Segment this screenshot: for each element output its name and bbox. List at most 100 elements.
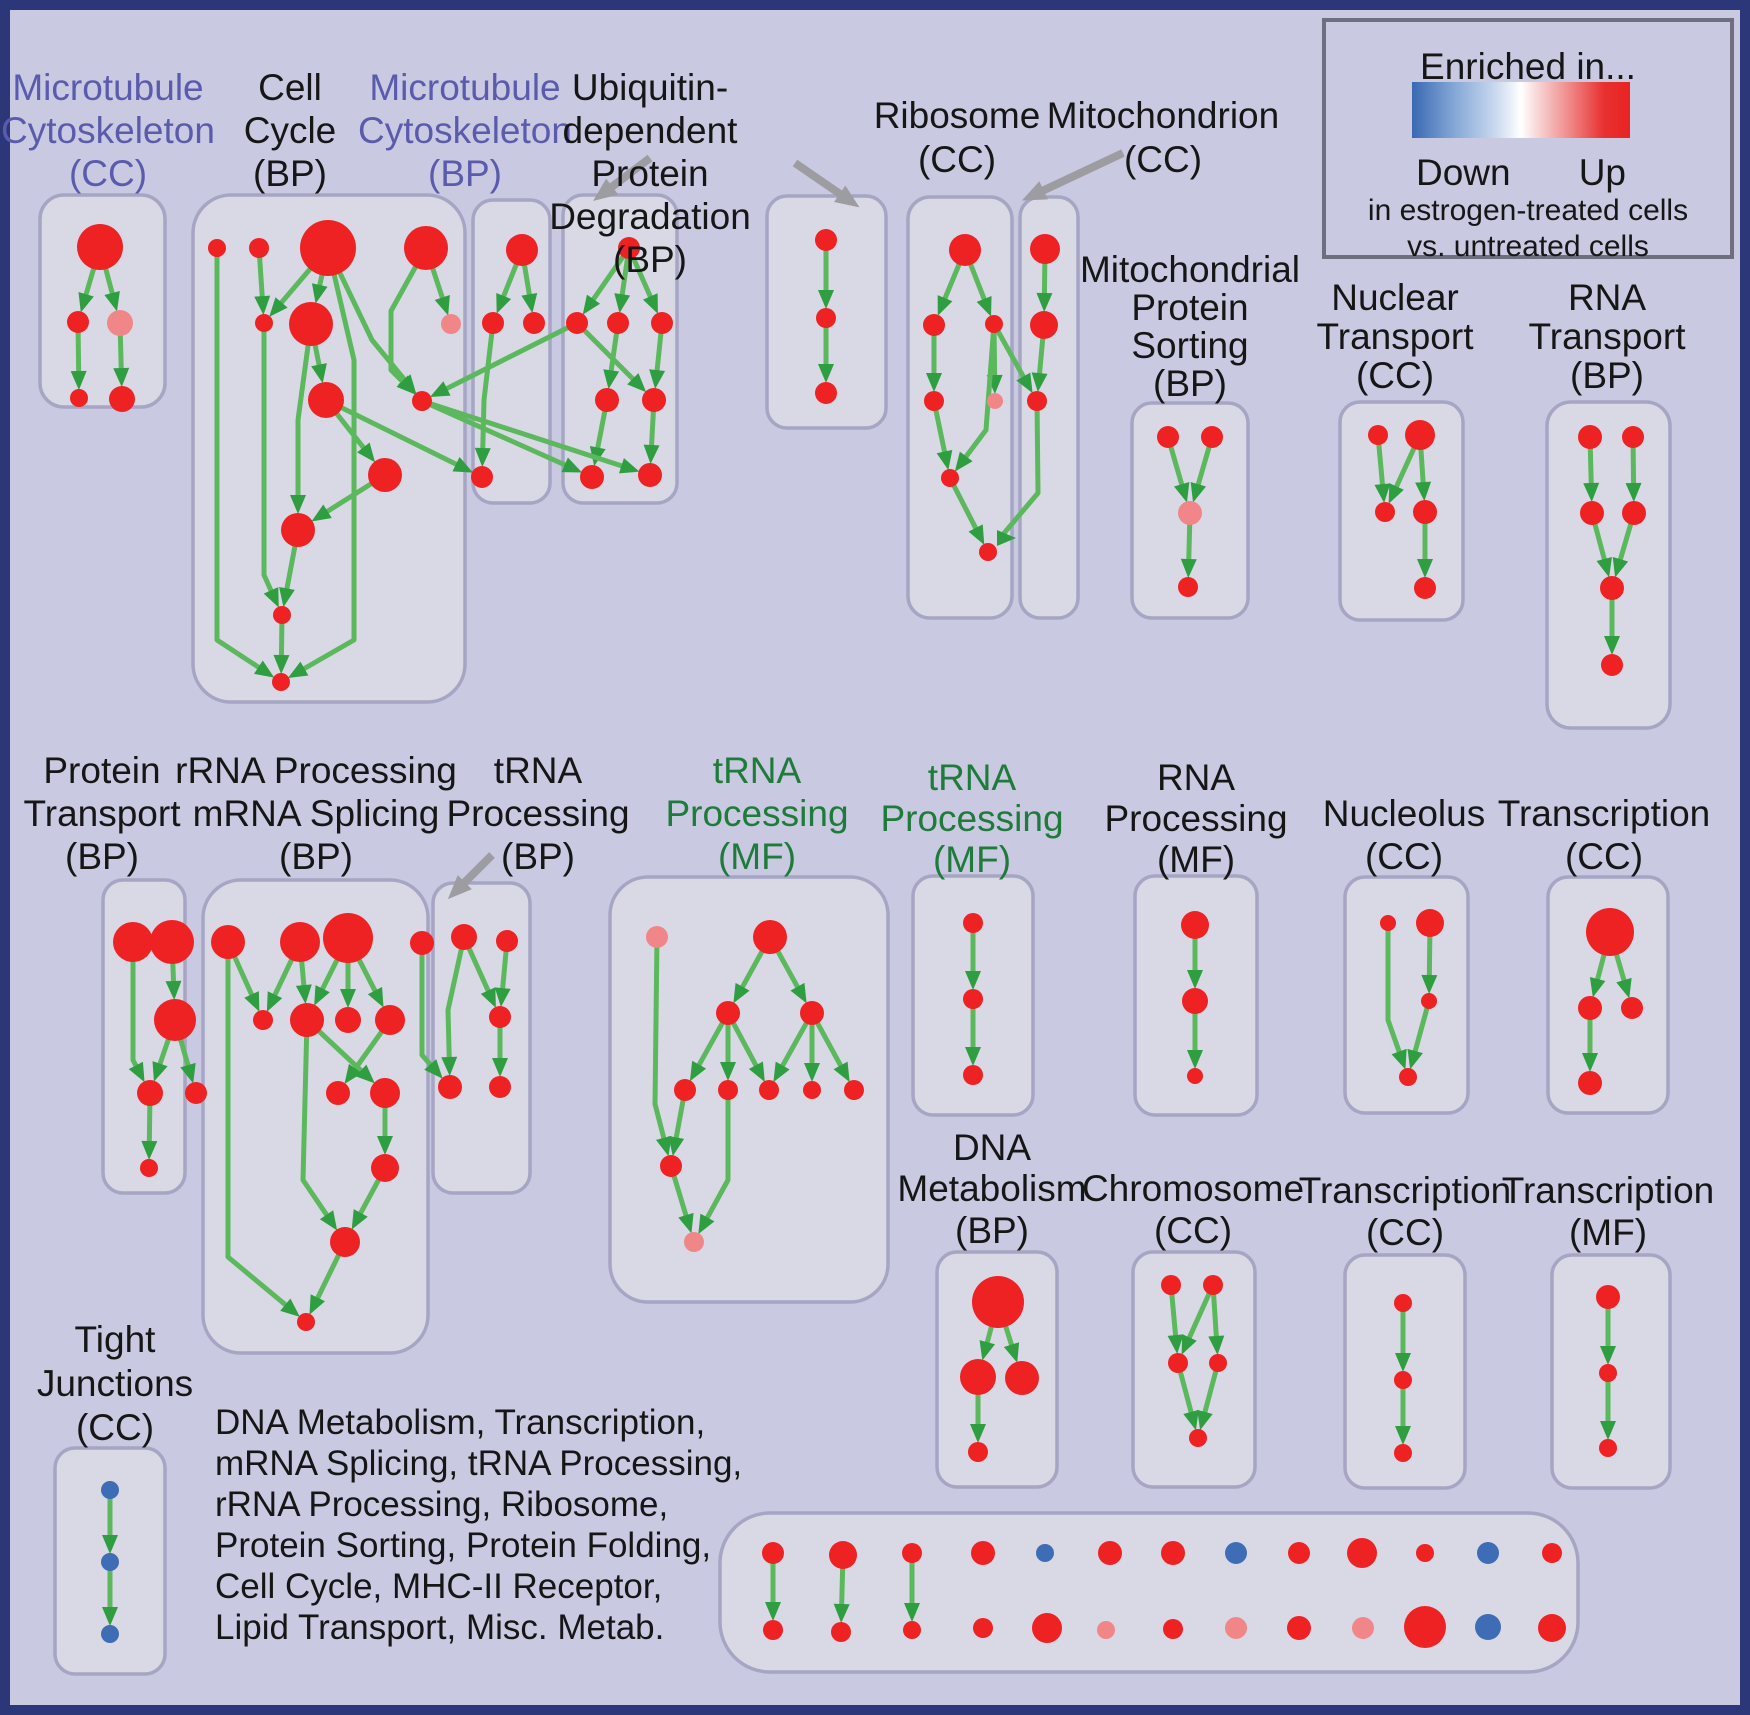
go-term-node-red	[1413, 500, 1437, 524]
hierarchy-edge-ubiquitin	[575, 321, 647, 393]
go-term-node-red	[566, 312, 588, 334]
go-term-node-red	[323, 913, 373, 963]
go-term-node-red	[1538, 1614, 1566, 1642]
hierarchy-edge-cell-cycle	[290, 323, 314, 514]
cluster-label-ubiquitin: Degradation	[549, 196, 751, 237]
go-term-node-red	[370, 1078, 400, 1108]
cluster-label-ubiquitin: Ubiquitin-	[572, 67, 728, 108]
go-term-node-red	[1578, 1071, 1602, 1095]
go-term-node-red	[154, 999, 196, 1041]
go-term-node-red	[902, 1543, 922, 1563]
cluster-label-transcription-cc-low: Transcription	[1299, 1170, 1511, 1211]
go-term-node-red	[1368, 425, 1388, 445]
go-term-node-red	[300, 220, 356, 276]
cluster-label-mito-sorting: Sorting	[1131, 325, 1248, 366]
cluster-label-mitochondrion: Mitochondrion	[1047, 95, 1279, 136]
cluster-label-trna-bp: (BP)	[501, 836, 575, 877]
go-term-node-blue	[101, 1625, 119, 1643]
pointer-arrow-icon	[593, 154, 653, 202]
go-term-node-red	[973, 1618, 993, 1638]
go-term-node-red	[185, 1082, 207, 1104]
go-term-node-red	[674, 1079, 696, 1101]
cluster-box-nuclear-transport	[1338, 400, 1465, 622]
go-term-node-red	[451, 924, 477, 950]
cluster-label-rna-processing-mf: RNA	[1157, 757, 1235, 798]
go-term-node-red	[496, 930, 518, 952]
cluster-label-ribosome: (CC)	[918, 139, 996, 180]
go-term-node-red	[1596, 1285, 1620, 1309]
cluster-label-mito-sorting: (BP)	[1153, 363, 1227, 404]
cluster-label-ribosome: Ribosome	[874, 95, 1041, 136]
legend-up-label: Up	[1578, 152, 1626, 193]
go-term-node-red	[972, 1276, 1024, 1328]
cluster-label-nucleolus: Nucleolus	[1323, 793, 1485, 834]
go-term-node-red	[326, 1081, 350, 1105]
cluster-box-chromosome	[1131, 1250, 1257, 1489]
hierarchy-edge-rrna-mrna	[225, 942, 300, 1317]
cluster-label-mito-sorting: Mitochondrial	[1080, 249, 1300, 290]
legend-gradient-bar-icon	[1412, 82, 1630, 138]
cluster-box-mitochondrion	[1018, 195, 1080, 620]
go-term-node-red	[1203, 1275, 1223, 1295]
cluster-box-dna-metabolism	[935, 1250, 1059, 1489]
go-term-node-red	[815, 229, 837, 251]
hierarchy-edge-cell-cycle-to-ubiquitin	[420, 398, 583, 473]
go-term-node-pink	[1097, 1621, 1115, 1639]
hierarchy-edge-chromosome	[1181, 1283, 1216, 1355]
legend: Enriched in... Down Up in estrogen-treat…	[1322, 18, 1734, 263]
go-term-node-blue	[1225, 1542, 1247, 1564]
go-term-node-red	[924, 391, 944, 411]
go-term-node-blue	[1475, 1614, 1501, 1640]
go-term-node-red	[1005, 1361, 1039, 1395]
go-term-node-red	[1030, 234, 1060, 264]
cluster-label-chromosome: (CC)	[1154, 1210, 1232, 1251]
cluster-label-rna-transport: RNA	[1568, 277, 1646, 318]
hierarchy-edge-cell-cycle-to-ubiquitin	[421, 398, 640, 474]
cluster-label-tight-junctions: (CC)	[76, 1407, 154, 1448]
cluster-label-microtubule-bp: Cytoskeleton	[358, 110, 572, 151]
go-term-node-pink	[107, 310, 133, 336]
go-term-node-red	[297, 1313, 315, 1331]
go-term-node-red	[660, 1155, 682, 1177]
go-term-node-red	[1030, 311, 1058, 339]
cluster-label-ubiquitin: (BP)	[613, 239, 687, 280]
cluster-box-transcription-cc-mid	[1546, 875, 1670, 1115]
go-term-node-red	[753, 920, 787, 954]
go-term-node-red	[941, 469, 959, 487]
go-term-node-red	[1405, 420, 1435, 450]
go-term-node-red	[1157, 426, 1179, 448]
cluster-label-ubiquitin: dependent	[563, 110, 739, 151]
go-term-node-red	[580, 465, 604, 489]
go-term-node-red	[1578, 996, 1602, 1020]
go-term-node-red	[208, 239, 226, 257]
hierarchy-edge-cell-cycle	[287, 247, 357, 678]
hierarchy-edge-ribosome-to-mitochondrion	[991, 322, 1033, 394]
go-term-node-red	[1161, 1275, 1181, 1295]
misc-terms-list: DNA Metabolism, Transcription, mRNA Spli…	[215, 1402, 742, 1648]
go-term-node-red	[963, 989, 983, 1009]
cluster-label-protein-transport: Protein	[43, 750, 160, 791]
go-term-node-red	[272, 673, 290, 691]
go-term-node-red	[1578, 425, 1602, 449]
legend-subtitle-line2: vs. untreated cells	[1407, 230, 1649, 263]
hierarchy-edge-ribosome	[947, 476, 985, 545]
cluster-label-chromosome: Chromosome	[1082, 1168, 1304, 1209]
go-term-node-pink	[684, 1232, 704, 1252]
go-term-node-red	[249, 238, 269, 258]
go-term-node-red	[979, 543, 997, 561]
go-term-node-pink	[987, 393, 1003, 409]
go-term-node-red	[1404, 1606, 1446, 1648]
go-term-node-red	[816, 308, 836, 328]
go-term-node-red	[404, 226, 448, 270]
go-term-node-red	[368, 458, 402, 492]
hierarchy-edge-cell-cycle	[388, 246, 429, 395]
go-term-node-red	[1181, 911, 1209, 939]
go-term-node-red	[140, 1159, 158, 1177]
go-term-node-red	[1380, 915, 1396, 931]
go-term-node-red	[607, 312, 629, 334]
cluster-label-nuclear-transport: Nuclear	[1331, 277, 1459, 318]
legend-down-label: Down	[1416, 152, 1511, 193]
go-term-node-red	[638, 463, 662, 487]
